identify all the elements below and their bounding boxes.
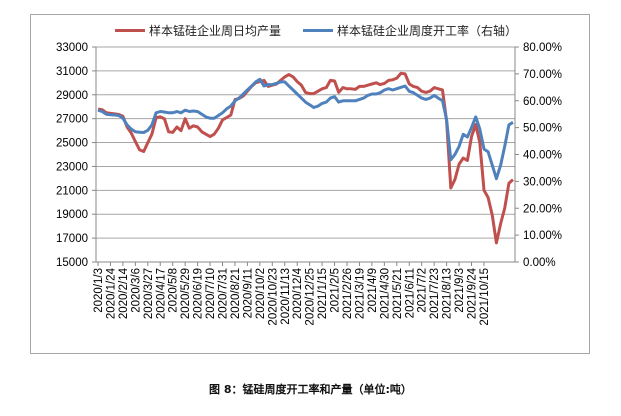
legend-label-operating-rate: 样本锰硅企业周度开工率（右轴）: [337, 24, 518, 38]
y2-axis-tick-label: 70.00%: [523, 69, 562, 81]
operating-rate-line: [97, 77, 514, 181]
y2-axis-tick-label: 0.00%: [523, 257, 556, 269]
x-axis-tick-label: 2020/5/8: [168, 268, 180, 313]
y-axis-tick-label: 17000: [56, 233, 88, 245]
x-axis-tick-label: 2020/3/6: [130, 268, 142, 313]
x-axis-tick-label: 2021/6/11: [404, 268, 416, 318]
x-axis-tick-label: 2021/4/9: [367, 268, 379, 313]
x-axis-tick-label: 2021/8/13: [442, 268, 454, 319]
x-axis-tick-label: 2020/4/17: [155, 268, 167, 319]
x-axis-tick-label: 2020/1/3: [93, 268, 105, 313]
legend-swatch-blue-line: [303, 29, 334, 32]
x-axis-tick-label: 2020/11/13: [280, 268, 292, 325]
x-axis-tick-label: 2020/5/29: [180, 268, 192, 319]
y2-axis-tick-label: 20.00%: [523, 203, 562, 215]
x-axis-tick-label: 2020/2/14: [118, 267, 130, 319]
x-axis-tick-label: 2020/12/4: [292, 267, 304, 319]
x-axis-tick-label: 2020/10/23: [267, 268, 279, 326]
chart-legend: 样本锰硅企业周日均产量 样本锰硅企业周度开工率（右轴）: [115, 22, 517, 39]
x-axis-tick-label: 2020/1/24: [105, 267, 117, 319]
y2-axis-tick-label: 60.00%: [523, 96, 562, 108]
x-axis-tick-label: 2020/8/21: [230, 268, 242, 319]
x-axis-tick-label: 2020/12/25: [305, 268, 317, 326]
x-axis-tick-label: 2021/7/23: [429, 268, 441, 319]
y2-axis-tick-label: 30.00%: [523, 176, 562, 188]
x-axis-tick-label: 2021/3/19: [354, 268, 366, 319]
x-axis-tick-label: 2020/10/2: [255, 268, 267, 319]
x-axis-tick-label: 2021/9/24: [467, 267, 479, 319]
legend-item-production: 样本锰硅企业周日均产量: [115, 22, 281, 39]
x-axis-tick-label: 2021/10/15: [479, 268, 491, 326]
y2-axis-tick-label: 50.00%: [523, 123, 562, 135]
x-axis-tick-label: 2021/2/5: [330, 268, 342, 313]
x-axis-tick-label: 2020/7/10: [205, 268, 217, 319]
y-axis-tick-label: 33000: [56, 42, 88, 54]
x-axis-tick-label: 2021/2/26: [342, 268, 354, 319]
x-axis-tick-label: 2021/4/30: [379, 268, 391, 319]
x-axis-tick-label: 2020/6/19: [193, 268, 205, 319]
y2-axis-tick-label: 10.00%: [523, 230, 562, 242]
figure-caption: 图 8：锰硅周度开工率和产量（单位:吨）: [209, 383, 412, 396]
y-axis-tick-label: 23000: [56, 161, 88, 173]
y2-axis-tick-label: 80.00%: [523, 42, 562, 54]
x-axis-tick-label: 2021/5/21: [392, 268, 404, 319]
x-axis-tick-label: 2021/1/15: [317, 268, 329, 319]
x-axis-tick-label: 2021/9/3: [454, 268, 466, 313]
y-axis-tick-label: 15000: [56, 257, 88, 269]
x-axis-tick-label: 2020/9/11: [242, 268, 254, 318]
legend-swatch-red-line: [115, 29, 145, 32]
y-axis-tick-label: 21000: [56, 185, 88, 197]
y-axis-tick-label: 19000: [56, 209, 88, 221]
y-axis-tick-label: 29000: [56, 90, 88, 102]
legend-label-production: 样本锰硅企业周日均产量: [149, 24, 282, 38]
legend-item-operating-rate: 样本锰硅企业周度开工率（右轴）: [303, 22, 517, 39]
x-axis-tick-label: 2020/3/27: [143, 268, 155, 319]
y-axis-tick-label: 31000: [56, 66, 88, 78]
y-axis-tick-label: 25000: [56, 138, 88, 150]
y-axis-tick-label: 27000: [56, 114, 88, 126]
x-axis-tick-label: 2021/7/2: [417, 268, 429, 313]
y2-axis-tick-label: 40.00%: [523, 150, 562, 162]
x-axis-tick-label: 2020/7/31: [218, 268, 230, 319]
